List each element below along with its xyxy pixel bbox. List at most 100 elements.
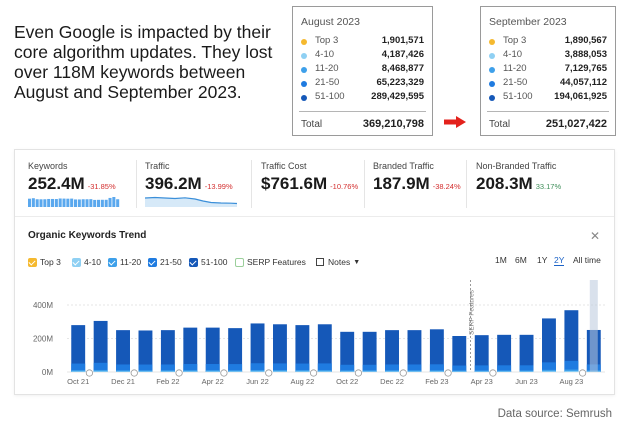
legend-label: 21-50 <box>160 257 182 267</box>
legend-top3-toggle[interactable]: Top 3 <box>28 255 61 269</box>
bar-21-50 <box>160 364 175 372</box>
sparkline-bar <box>89 199 93 207</box>
legend-51-100-toggle[interactable]: 51-100 <box>189 255 227 269</box>
bar-11-20 <box>429 370 444 372</box>
sparkline-bar <box>81 199 85 207</box>
bar-4-10 <box>429 371 444 372</box>
bar-4-10 <box>93 371 108 372</box>
row-value: 44,057,112 <box>559 77 607 88</box>
x-tick-label: Dec 21 <box>111 377 135 386</box>
legend-serp-features-toggle[interactable]: SERP Features <box>235 255 306 269</box>
bar-51-100 <box>542 318 556 372</box>
bar-51-100 <box>160 330 175 372</box>
bar-21-50 <box>228 364 243 372</box>
chevron-down-icon: ▼ <box>353 258 361 266</box>
metric-number: 208.3M <box>476 174 533 193</box>
bar-4-10 <box>542 371 556 372</box>
row-value: 8,468,877 <box>381 63 424 74</box>
row-4-10: 4-10 4,187,426 <box>301 49 424 63</box>
legend-21-50-toggle[interactable]: 21-50 <box>148 255 182 269</box>
checkbox-icon <box>108 257 117 267</box>
sparkline-bar <box>112 197 116 207</box>
range-1m[interactable]: 1M <box>495 255 507 265</box>
bar-51-100 <box>273 324 287 372</box>
bar-4-10 <box>273 371 287 372</box>
notes-dropdown[interactable]: Notes ▼ <box>316 255 360 269</box>
total-label: Total <box>489 119 511 130</box>
bar-11-20 <box>228 370 243 372</box>
metric-number: 252.4M <box>28 174 85 193</box>
bar-21-50 <box>93 362 108 372</box>
bar-11-20 <box>93 369 108 372</box>
metric-label: Traffic Cost <box>261 161 307 171</box>
metric-traffic[interactable]: Traffic 396.2M -13.99% <box>145 150 255 216</box>
row-top3: Top 3 1,901,571 <box>301 35 424 49</box>
bar-21-50 <box>138 364 153 372</box>
bar-21-50 <box>497 365 512 372</box>
organic-keywords-trend-title: Organic Keywords Trend <box>28 230 147 241</box>
legend-label: 4-10 <box>84 257 102 267</box>
row-value: 3,888,053 <box>564 49 607 60</box>
x-tick-label: Feb 22 <box>156 377 179 386</box>
google-update-icon <box>578 369 587 377</box>
metric-traffic-cost[interactable]: Traffic Cost $761.6M -10.76% <box>261 150 371 216</box>
sparkline-bar <box>31 198 35 207</box>
bar-21-50 <box>519 365 534 372</box>
row-51-100: 51-100 194,061,925 <box>489 91 607 105</box>
metric-keywords[interactable]: Keywords 252.4M -31.85% <box>28 150 140 216</box>
checkbox-icon <box>148 257 157 267</box>
legend-label: 51-100 <box>201 257 228 267</box>
row-label: 21-50 <box>315 77 340 88</box>
bar-21-50 <box>452 365 467 372</box>
row-label: Top 3 <box>503 35 527 46</box>
bar-11-20 <box>138 370 153 372</box>
metric-number: 187.9M <box>373 174 430 193</box>
legend-label: SERP Features <box>247 257 306 267</box>
metric-divider <box>251 160 252 208</box>
sparkline-bar <box>58 198 62 207</box>
metric-label: Non-Branded Traffic <box>476 161 557 171</box>
range-2y[interactable]: 2Y <box>554 255 565 266</box>
bar-4-10 <box>362 371 377 372</box>
metric-change: -10.76% <box>330 182 359 191</box>
pos-4-10-dot-icon <box>301 53 307 59</box>
top3-dot-icon <box>301 39 307 45</box>
pos-4-10-dot-icon <box>489 53 495 59</box>
pos-51-100-dot-icon <box>301 95 307 101</box>
google-update-icon <box>220 369 228 377</box>
legend-4-10-toggle[interactable]: 4-10 <box>72 255 101 269</box>
sparkline-bar <box>35 199 39 207</box>
row-label: 11-20 <box>503 63 527 74</box>
sparkline-bar <box>97 199 101 207</box>
bar-11-20 <box>497 370 512 372</box>
bar-4-10 <box>228 371 243 372</box>
top3-dot-icon <box>489 39 495 45</box>
bar-51-100 <box>452 336 467 372</box>
bar-4-10 <box>385 371 399 372</box>
sparkline-bar <box>47 198 51 207</box>
row-21-50: 21-50 65,223,329 <box>301 77 424 91</box>
total-value: 369,210,798 <box>362 118 424 130</box>
metric-label: Keywords <box>28 161 68 171</box>
bar-51-100 <box>228 328 243 372</box>
close-icon[interactable]: ✕ <box>589 229 600 243</box>
google-update-icon <box>85 369 94 377</box>
google-update-icon <box>130 369 138 377</box>
bar-21-50 <box>542 362 556 372</box>
bar-4-10 <box>407 371 422 372</box>
legend-11-20-toggle[interactable]: 11-20 <box>108 255 141 269</box>
google-update-icon <box>175 369 183 377</box>
row-label: 4-10 <box>503 49 523 60</box>
bar-51-100 <box>497 334 512 372</box>
metric-non-branded-traffic[interactable]: Non-Branded Traffic 208.3M 33.17% <box>476 150 606 216</box>
range-all-time[interactable]: All time <box>573 255 601 265</box>
range-1y[interactable]: 1Y <box>537 255 548 265</box>
row-value: 194,061,925 <box>554 91 607 102</box>
range-6m[interactable]: 6M <box>515 255 527 265</box>
bar-4-10 <box>71 371 86 372</box>
pos-51-100-dot-icon <box>489 95 495 101</box>
bar-4-10 <box>183 371 198 372</box>
bar-11-20 <box>116 370 130 372</box>
metric-branded-traffic[interactable]: Branded Traffic 187.9M -38.24% <box>373 150 473 216</box>
bar-51-100 <box>183 327 198 372</box>
